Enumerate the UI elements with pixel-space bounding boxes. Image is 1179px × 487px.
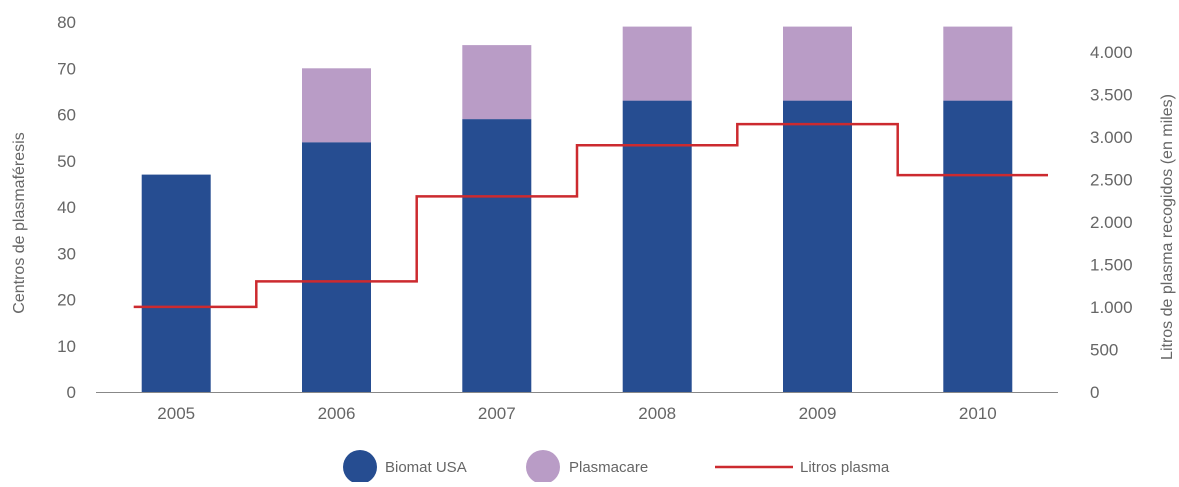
y-tick-label-left: 20 [57,291,76,310]
y-tick-label-left: 80 [57,13,76,32]
y-tick-label-right: 500 [1090,341,1118,360]
y-tick-label-left: 0 [67,383,76,402]
x-tick-label: 2007 [478,404,516,423]
bar-plasmacare-2009 [783,26,852,101]
legend-label-biomat-usa: Biomat USA [385,459,467,476]
y-tick-label-left: 40 [57,198,76,217]
y-tick-label-right: 2.000 [1090,213,1133,232]
x-tick-label: 2010 [959,404,997,423]
bar-plasmacare-2007 [462,45,532,120]
legend-marker-biomat-usa [343,450,377,484]
bar-plasmacare-2010 [943,26,1013,101]
legend-marker-plasmacare [526,450,560,484]
bar-biomat-usa-2009 [783,100,852,392]
x-tick-label: 2006 [318,404,356,423]
y-axis-title-left: Centros de plasmaféresis [11,132,28,313]
y-tick-label-left: 10 [57,337,76,356]
y-tick-label-right: 2.500 [1090,170,1133,189]
bar-biomat-usa-2010 [943,100,1013,392]
bar-plasmacare-2008 [622,26,692,101]
y-axis-title-right: Litros de plasma recogidos (en miles) [1159,94,1176,360]
bar-biomat-usa-2006 [302,142,371,392]
x-tick-label: 2005 [157,404,195,423]
y-tick-label-right: 1.500 [1090,255,1133,274]
y-tick-label-left: 60 [57,106,76,125]
y-tick-label-left: 50 [57,152,76,171]
bar-plasmacare-2006 [302,68,371,143]
bar-biomat-usa-2005 [141,174,211,392]
legend-label-plasmacare: Plasmacare [569,459,648,476]
x-tick-label: 2008 [638,404,676,423]
y-tick-label-left: 70 [57,59,76,78]
line-litros-plasma [133,122,1048,309]
y-tick-label-right: 4.000 [1090,43,1133,62]
y-tick-label-right: 0 [1090,383,1099,402]
bar-biomat-usa-2008 [622,100,692,392]
legend-label-litros-plasma: Litros plasma [800,459,890,476]
y-tick-label-right: 3.000 [1090,128,1133,147]
x-tick-label: 2009 [799,404,837,423]
y-tick-label-left: 30 [57,244,76,263]
y-tick-label-right: 3.500 [1090,85,1133,104]
bar-biomat-usa-2007 [462,119,532,392]
y-tick-label-right: 1.000 [1090,298,1133,317]
